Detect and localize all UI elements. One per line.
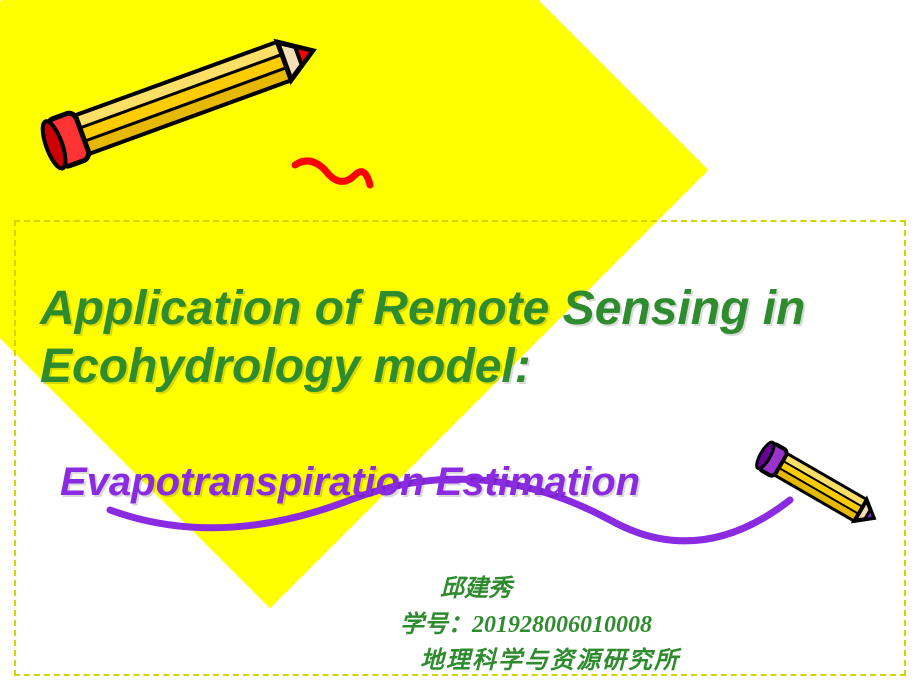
institute-name: 地理科学与资源研究所 xyxy=(420,640,680,675)
slide-subtitle: Evapotranspiration Estimation xyxy=(60,460,640,505)
slide-title: Application of Remote Sensing in Ecohydr… xyxy=(40,280,880,395)
student-id-line: 学号：201928006010008 xyxy=(400,604,652,639)
student-id-label: 学号： xyxy=(400,612,472,638)
author-name: 邱建秀 xyxy=(440,568,512,603)
student-id-value: 201928006010008 xyxy=(472,612,652,638)
red-pencil-icon xyxy=(30,10,390,235)
